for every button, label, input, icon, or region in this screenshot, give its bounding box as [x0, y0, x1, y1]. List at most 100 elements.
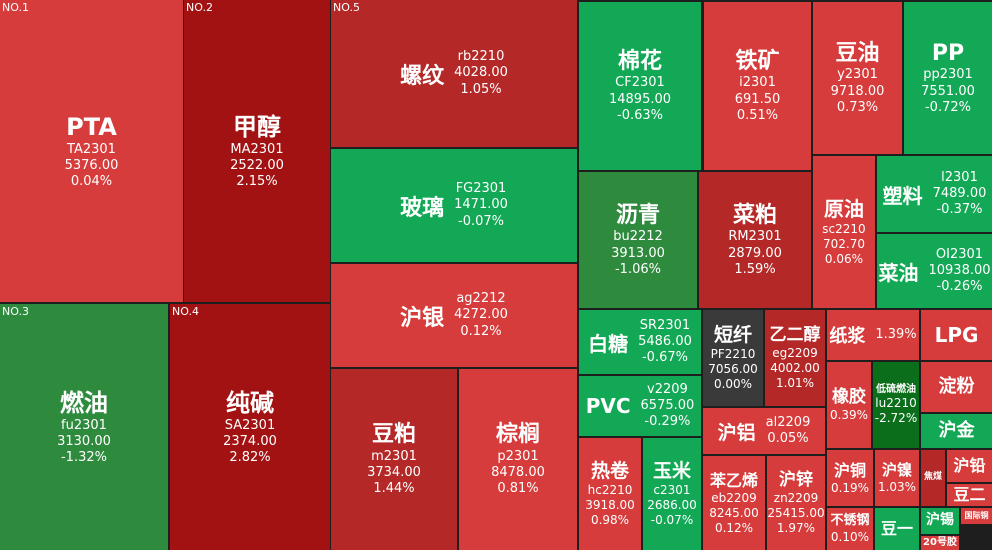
- tile[interactable]: PP pp2301 7551.00 -0.72%: [904, 2, 992, 154]
- change-pct: -0.07%: [458, 213, 504, 229]
- tile[interactable]: 沪铅: [947, 450, 992, 482]
- rank-label: NO.3: [2, 305, 29, 318]
- contract-code: eb2209: [711, 490, 757, 505]
- tile[interactable]: 沪金: [921, 414, 992, 448]
- symbol-name: 白糖: [588, 331, 629, 356]
- tile[interactable]: 豆油 y2301 9718.00 0.73%: [813, 2, 902, 154]
- tile[interactable]: 沪银 ag2212 4272.00 0.12%: [331, 264, 577, 367]
- change-pct: 0.12%: [460, 323, 502, 339]
- tile[interactable]: 白糖 SR2301 5486.00 -0.67%: [579, 310, 701, 374]
- tile[interactable]: 玻璃 FG2301 1471.00 -0.07%: [331, 149, 577, 262]
- symbol-name: PP: [931, 40, 965, 66]
- symbol-name: 橡胶: [832, 386, 866, 407]
- tile[interactable]: 豆粕 m2301 3734.00 1.44%: [331, 369, 457, 550]
- tile[interactable]: 菜粕 RM2301 2879.00 1.59%: [699, 172, 811, 308]
- price: 2374.00: [223, 433, 277, 449]
- tile-content: 苯乙烯 eb2209 8245.00 0.12%: [709, 471, 759, 536]
- tile[interactable]: 沪铜 0.19%: [827, 450, 873, 506]
- symbol-name: 低硫燃油: [875, 383, 916, 395]
- change-pct: -0.67%: [641, 350, 688, 366]
- change-pct: -0.29%: [644, 414, 691, 430]
- tile[interactable]: 20号胶: [921, 536, 959, 550]
- tile[interactable]: 沪镍 1.03%: [875, 450, 919, 506]
- contract-code: zn2209: [773, 491, 819, 506]
- tile-content: 沥青 bu2212 3913.00 -1.06%: [611, 202, 665, 278]
- details: SR2301 5486.00 -0.67%: [638, 318, 692, 367]
- tile[interactable]: 菜油 OI2301 10938.00 -0.26%: [877, 234, 992, 308]
- change-pct: -0.26%: [936, 279, 983, 295]
- tile[interactable]: 焦煤: [921, 450, 945, 506]
- price: 5376.00: [64, 157, 119, 173]
- tile-content: 塑料 l2301 7489.00 -0.37%: [883, 170, 987, 219]
- symbol-name: 焦煤: [923, 472, 942, 483]
- tile[interactable]: 热卷 hc2210 3918.00 0.98%: [579, 438, 641, 550]
- symbol-name: PVC: [585, 394, 631, 418]
- tile[interactable]: NO.3 燃油 fu2301 3130.00 -1.32%: [0, 304, 168, 550]
- change-pct: -0.72%: [924, 99, 971, 115]
- tile-content: 国际铜: [965, 511, 989, 521]
- tile[interactable]: 豆二: [947, 484, 992, 506]
- contract-code: lu2210: [875, 396, 917, 411]
- tile[interactable]: NO.2 甲醇 MA2301 2522.00 2.15%: [184, 0, 330, 302]
- tile-content: 热卷 hc2210 3918.00 0.98%: [585, 460, 635, 529]
- change-pct: -0.37%: [936, 202, 983, 218]
- tile[interactable]: PVC v2209 6575.00 -0.29%: [579, 376, 701, 436]
- symbol-name: 热卷: [590, 459, 629, 482]
- change-pct: 0.39%: [829, 408, 869, 423]
- change-pct: -1.06%: [614, 261, 661, 277]
- contract-code: m2301: [371, 448, 417, 464]
- symbol-name: 塑料: [882, 183, 923, 208]
- tile[interactable]: 苯乙烯 eb2209 8245.00 0.12%: [703, 456, 765, 550]
- tile[interactable]: 乙二醇 eg2209 4002.00 1.01%: [765, 310, 825, 406]
- tile[interactable]: 低硫燃油 lu2210 -2.72%: [873, 362, 919, 448]
- symbol-name: 原油: [823, 197, 864, 221]
- change-pct: 1.39%: [875, 326, 917, 342]
- tile[interactable]: 豆一: [875, 508, 919, 550]
- tile[interactable]: NO.5 螺纹 rb2210 4028.00 1.05%: [331, 0, 577, 147]
- symbol-name: 沪金: [938, 419, 975, 441]
- tile[interactable]: 国际铜: [961, 508, 992, 524]
- price: 702.70: [822, 237, 865, 251]
- symbol-name: 铁矿: [735, 48, 780, 74]
- tile[interactable]: NO.1 PTA TA2301 5376.00 0.04%: [0, 0, 183, 302]
- symbol-name: 20号胶: [923, 536, 957, 548]
- rank-label: NO.5: [333, 1, 360, 14]
- price: 2879.00: [728, 245, 782, 261]
- tile[interactable]: 不锈钢 0.10%: [827, 508, 873, 550]
- tile-content: 焦煤: [924, 472, 942, 483]
- contract-code: v2209: [647, 381, 688, 397]
- tile[interactable]: 棉花 CF2301 14895.00 -0.63%: [579, 2, 701, 170]
- change-pct: 0.98%: [590, 513, 630, 528]
- tile-content: 纸浆 1.39%: [829, 322, 916, 348]
- change-pct: 0.12%: [714, 520, 754, 535]
- contract-code: al2209: [765, 414, 811, 430]
- symbol-name: 棕榈: [495, 422, 540, 448]
- price: 7551.00: [921, 83, 975, 99]
- tile[interactable]: 玉米 c2301 2686.00 -0.07%: [643, 438, 701, 550]
- price: 4002.00: [770, 361, 820, 376]
- tile-content: 豆一: [881, 519, 913, 539]
- tile[interactable]: 沪锌 zn2209 25415.00 1.97%: [767, 456, 825, 550]
- rank-label: NO.1: [2, 1, 29, 14]
- tile[interactable]: 原油 sc2210 702.70 0.06%: [813, 156, 875, 308]
- tile-content: 白糖 SR2301 5486.00 -0.67%: [588, 318, 692, 367]
- details: l2301 7489.00 -0.37%: [933, 170, 987, 219]
- tile[interactable]: 淀粉: [921, 362, 992, 412]
- contract-code: c2301: [653, 483, 691, 498]
- symbol-name: 淀粉: [938, 375, 975, 397]
- tile[interactable]: 沪锡: [921, 508, 959, 534]
- tile[interactable]: LPG: [921, 310, 992, 360]
- tile-content: 菜粕 RM2301 2879.00 1.59%: [728, 202, 782, 278]
- symbol-name: 国际铜: [964, 511, 989, 520]
- tile[interactable]: NO.4 纯碱 SA2301 2374.00 2.82%: [170, 304, 330, 550]
- tile[interactable]: 棕榈 p2301 8478.00 0.81%: [459, 369, 577, 550]
- tile[interactable]: 铁矿 i2301 691.50 0.51%: [704, 2, 811, 170]
- tile-content: 甲醇 MA2301 2522.00 2.15%: [230, 112, 284, 191]
- tile[interactable]: 短纤 PF2210 7056.00 0.00%: [703, 310, 763, 406]
- tile[interactable]: 塑料 l2301 7489.00 -0.37%: [877, 156, 992, 232]
- tile[interactable]: 纸浆 1.39%: [827, 310, 919, 360]
- tile-content: 不锈钢 0.10%: [830, 513, 869, 544]
- tile[interactable]: 沪铝 al2209 0.05%: [703, 408, 825, 454]
- tile[interactable]: 沥青 bu2212 3913.00 -1.06%: [579, 172, 697, 308]
- tile[interactable]: 橡胶 0.39%: [827, 362, 871, 448]
